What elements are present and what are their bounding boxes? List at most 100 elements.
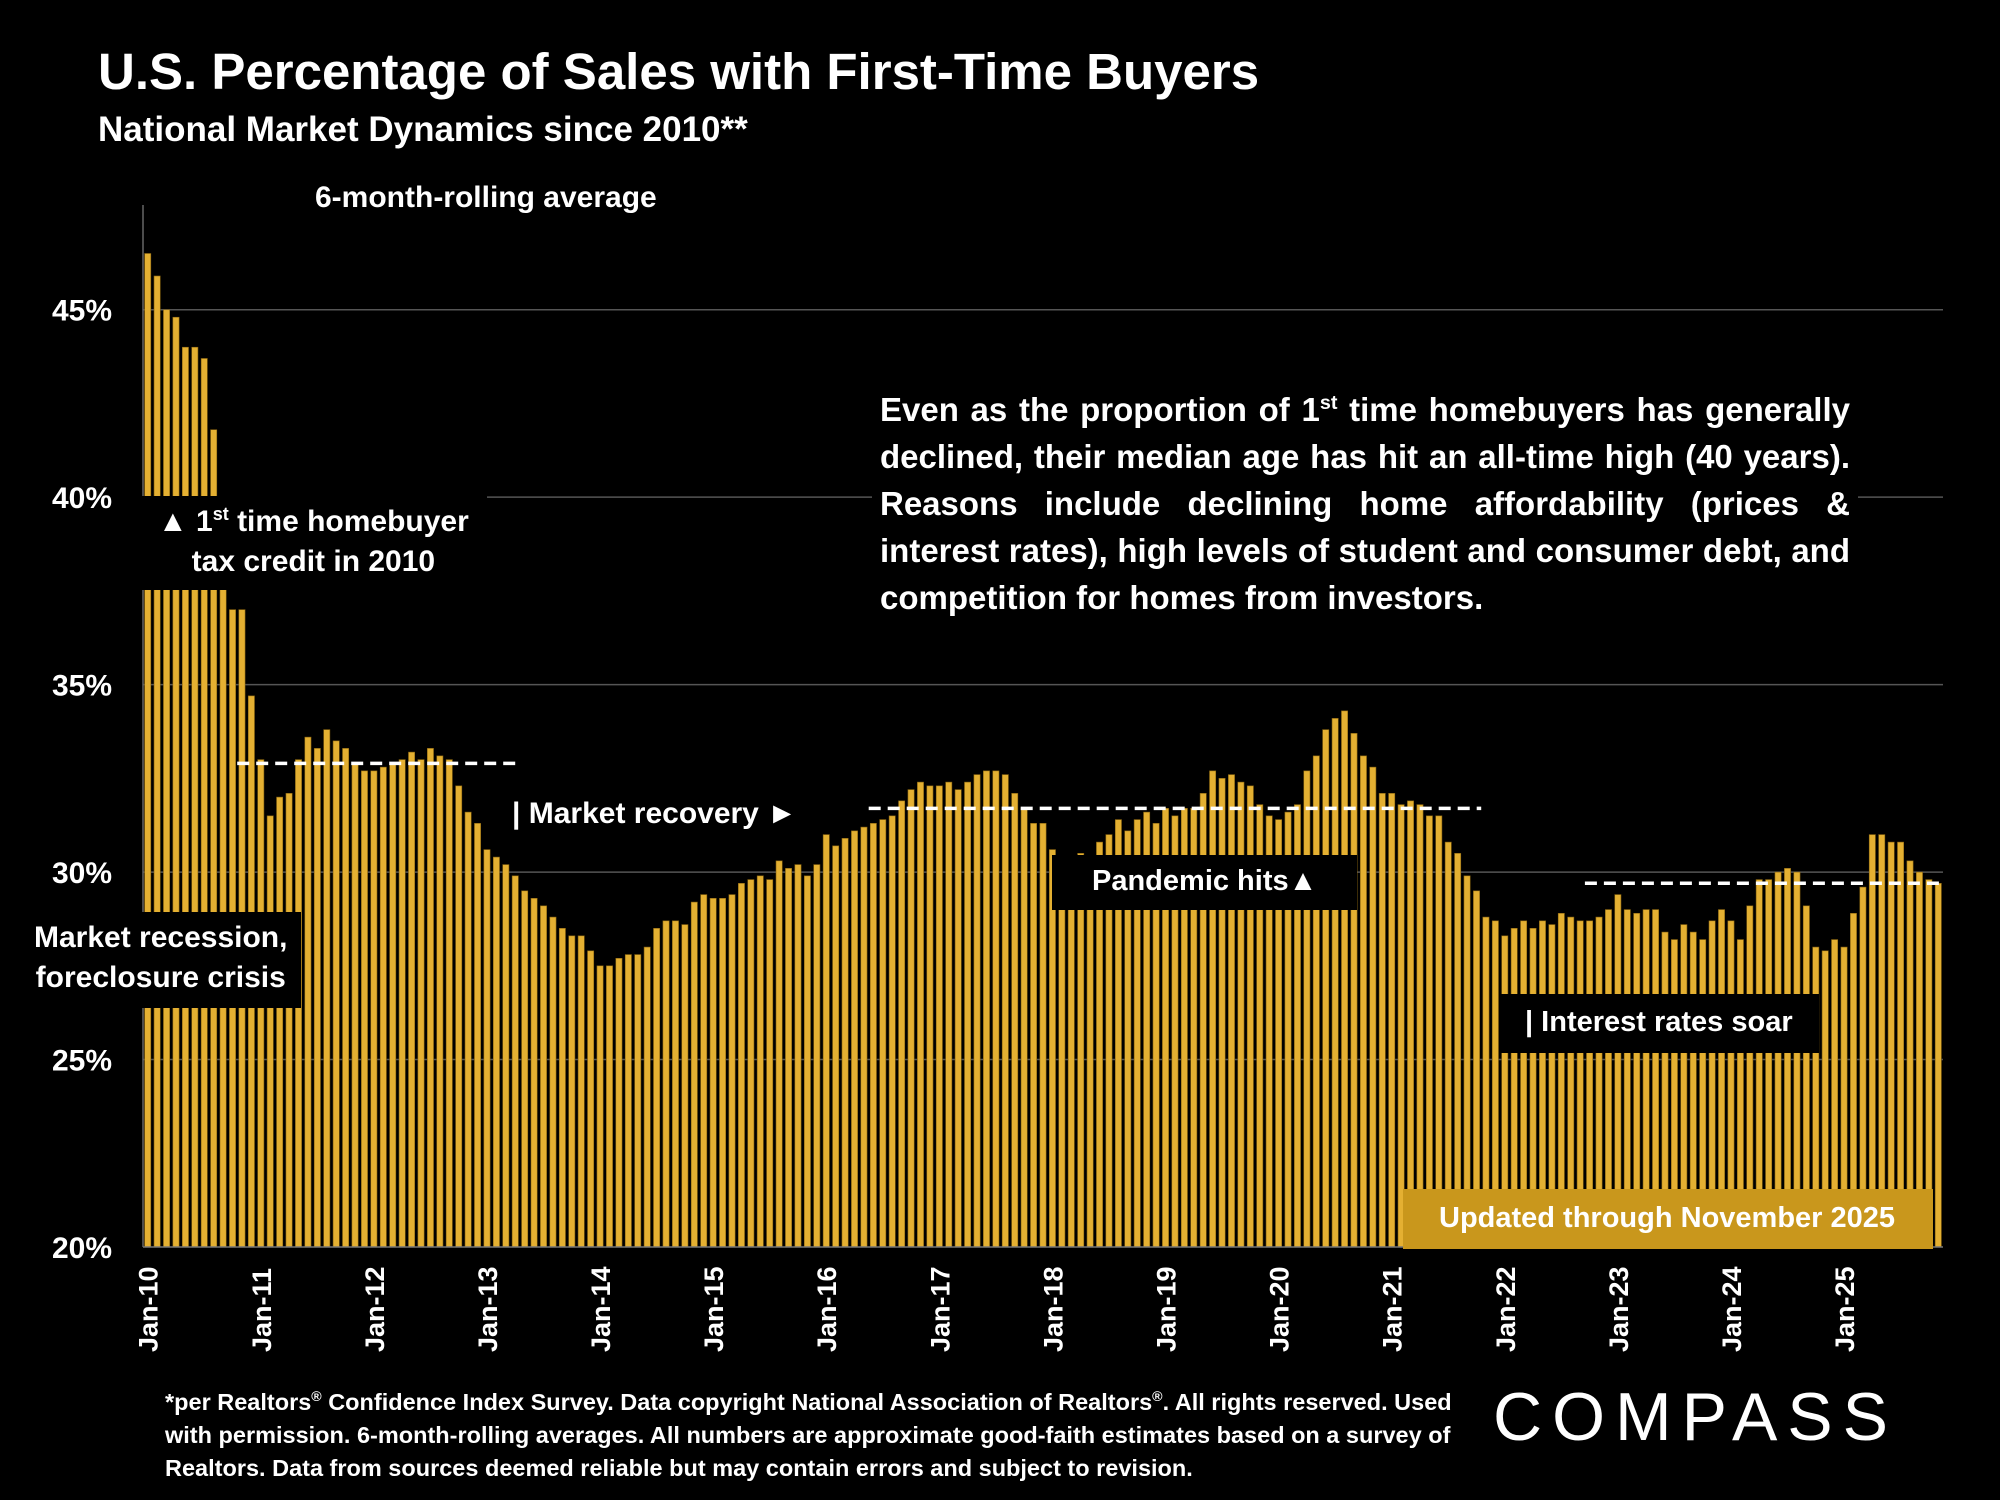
bar — [888, 815, 896, 1248]
bar — [427, 748, 434, 1248]
y-tick-label: 40% — [52, 482, 112, 515]
bar — [1454, 853, 1462, 1248]
bar — [200, 358, 208, 1248]
bar — [1897, 841, 1904, 1248]
bar — [1001, 774, 1009, 1248]
bar — [587, 950, 595, 1248]
bar — [1331, 718, 1339, 1248]
footnote-reg-1: ® — [311, 1388, 322, 1405]
bar — [907, 789, 915, 1248]
bar — [1388, 793, 1396, 1248]
bar — [1039, 823, 1047, 1248]
tax-credit-sup: st — [212, 504, 229, 524]
bar — [342, 748, 350, 1248]
y-tick-label: 30% — [52, 857, 112, 890]
x-tick-label: Jan-15 — [699, 1266, 729, 1352]
bar — [1341, 710, 1348, 1248]
footnote: *per Realtors® Confidence Index Survey. … — [165, 1386, 1465, 1485]
bar — [408, 751, 416, 1248]
compass-logo: COMPASS — [1493, 1379, 1899, 1455]
bar — [1312, 755, 1320, 1248]
pandemic-annotation: Pandemic hits▲ — [1052, 855, 1358, 910]
bar — [323, 729, 331, 1248]
bar — [1020, 808, 1028, 1248]
bar — [540, 905, 547, 1248]
bar — [285, 793, 293, 1248]
tax-credit-annotation: ▲ 1st time homebuyer tax credit in 2010 — [140, 496, 487, 590]
x-tick-label: Jan-13 — [473, 1266, 503, 1352]
bar — [1011, 793, 1019, 1248]
bar — [1218, 778, 1226, 1248]
bar — [191, 346, 199, 1248]
footnote-part-a: *per Realtors — [165, 1389, 312, 1415]
bar — [756, 875, 764, 1248]
bar — [945, 781, 953, 1248]
y-tick-label: 25% — [52, 1045, 112, 1078]
x-axis: Jan-10 Jan-11 Jan-12 Jan-13 Jan-14 Jan-15 Jan-… — [134, 1266, 1860, 1352]
bar — [1077, 853, 1085, 1248]
bar — [1887, 841, 1895, 1248]
chart-title: U.S. Percentage of Sales with First-Time… — [98, 43, 1260, 100]
bar — [577, 935, 585, 1248]
bar — [719, 898, 726, 1248]
footnote-reg-2: ® — [1152, 1388, 1163, 1405]
bar — [992, 770, 1000, 1248]
bar — [1868, 834, 1876, 1248]
x-tick-label: Jan-17 — [925, 1266, 955, 1352]
bar — [172, 316, 180, 1248]
bar — [851, 830, 858, 1248]
bar — [728, 894, 736, 1248]
bar — [379, 766, 387, 1248]
bar — [521, 890, 529, 1248]
bar — [511, 875, 519, 1248]
bar — [624, 954, 632, 1248]
y-axis: 20% 25% 30% 35% 40% 45% — [52, 205, 144, 1265]
bar — [568, 935, 576, 1248]
bar — [672, 920, 679, 1248]
bar — [1228, 774, 1235, 1248]
bar — [983, 770, 990, 1248]
x-tick-label: Jan-16 — [812, 1266, 842, 1352]
recession-annotation: Market recession, foreclosure crisis — [20, 912, 302, 1008]
bar — [766, 879, 774, 1248]
bar — [436, 755, 444, 1248]
bar — [182, 346, 189, 1248]
x-tick-label: Jan-14 — [586, 1266, 616, 1352]
bar — [662, 920, 670, 1248]
bar — [1425, 815, 1433, 1248]
bar — [464, 811, 472, 1248]
bar — [869, 823, 877, 1248]
bar — [832, 845, 840, 1248]
bar — [690, 901, 698, 1248]
x-tick-label: Jan-24 — [1717, 1266, 1747, 1352]
bar — [144, 253, 152, 1248]
footnote-part-d: Used with permission. 6-month-rolling av… — [165, 1389, 1452, 1481]
bar — [1444, 841, 1452, 1248]
bar — [417, 759, 425, 1248]
bar — [1237, 781, 1245, 1248]
bar — [455, 785, 463, 1248]
footnote-part-b: Confidence Index Survey. Data copyright … — [321, 1389, 1153, 1415]
tax-credit-text-a: ▲ 1 — [158, 505, 213, 538]
market-recovery-annotation: | Market recovery ► — [506, 792, 803, 836]
bar — [681, 924, 689, 1248]
bar — [879, 819, 887, 1248]
x-tick-label: Jan-10 — [134, 1266, 164, 1352]
bar — [841, 838, 849, 1248]
callout-sup: st — [1319, 392, 1338, 414]
bar — [643, 946, 651, 1248]
bar — [1350, 733, 1358, 1248]
bar — [1378, 793, 1386, 1248]
x-tick-label: Jan-20 — [1265, 1266, 1295, 1352]
bar — [483, 849, 491, 1248]
bar — [266, 815, 274, 1248]
bar — [775, 860, 783, 1248]
bar — [794, 864, 802, 1248]
bar — [530, 898, 538, 1248]
bar — [389, 763, 397, 1248]
bar — [822, 834, 830, 1248]
bar — [1360, 755, 1367, 1248]
reference-lines — [237, 761, 1943, 886]
bar — [558, 928, 566, 1248]
